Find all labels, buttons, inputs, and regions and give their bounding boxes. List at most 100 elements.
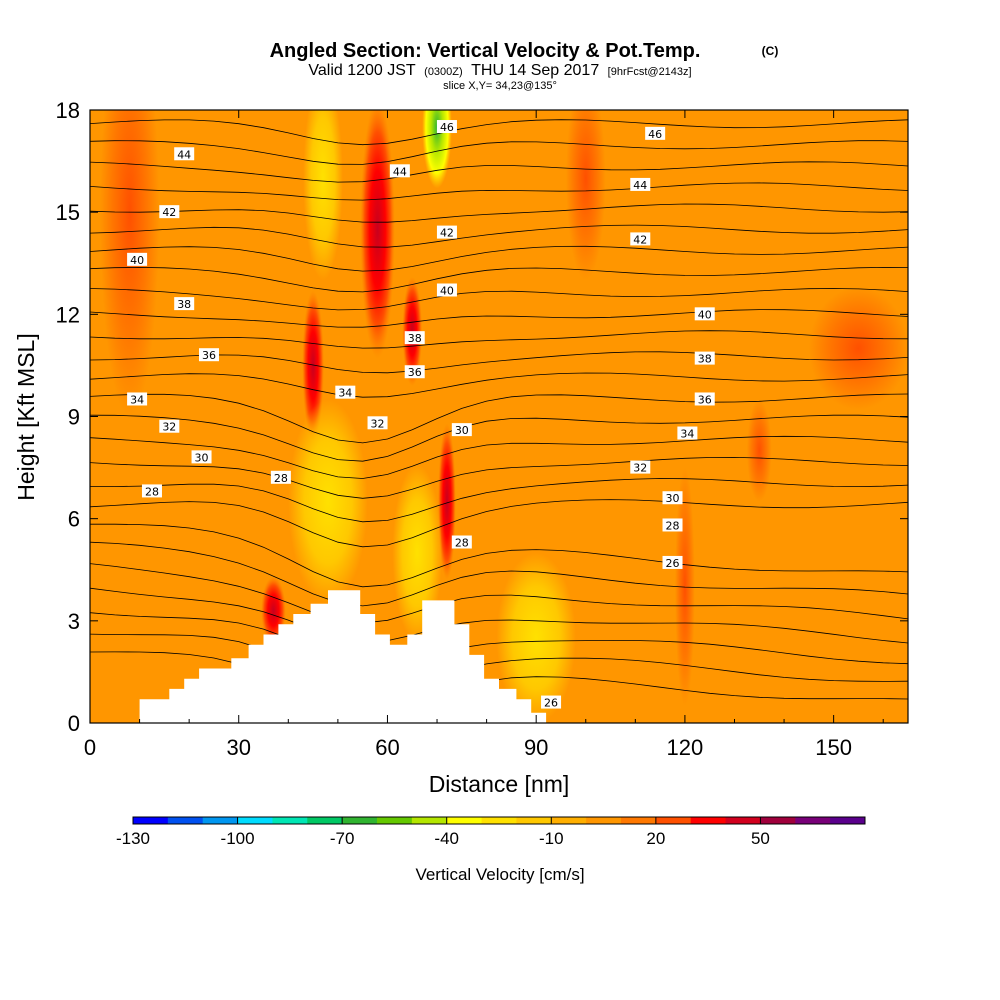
theta-contour-line (90, 563, 908, 624)
y-axis-label: Height [Kft MSL] (13, 333, 39, 500)
contour-label: 32 (367, 416, 388, 430)
contour-label: 46 (436, 120, 457, 134)
theta-contour-line (90, 140, 908, 165)
contour-label-text: 34 (130, 393, 144, 406)
y-tick-label: 12 (56, 302, 80, 327)
contour-label-bg (404, 365, 425, 379)
contour-label-text: 28 (455, 537, 469, 550)
contour-label-text: 36 (698, 393, 712, 406)
contour-label-bg (270, 470, 291, 484)
colorbar-swatch (760, 817, 796, 824)
y-tick-label: 9 (68, 405, 80, 430)
subtitle-utc: (0300Z) (424, 66, 463, 78)
colorbar-tick-label: -10 (539, 829, 564, 848)
colorbar-swatch (830, 817, 866, 824)
theta-contour-line (90, 612, 908, 666)
x-axis-label: Distance [nm] (429, 771, 570, 797)
x-tick-label: 0 (84, 735, 96, 760)
theta-contour-line (90, 203, 908, 223)
slice-label: slice X,Y= 34,23@135° (443, 80, 557, 92)
updraft-core-low (438, 423, 456, 580)
theta-contour-line (90, 456, 908, 499)
theta-contour-line (90, 633, 908, 690)
contour-labels: 44 42 40 38 36 34 32 30 28 28 34 32 44 46 42 40 38 36 30 28… (127, 120, 715, 710)
contour-label-bg (662, 555, 683, 569)
contour-label: 40 (127, 252, 148, 267)
enhanced-region-ne (565, 110, 606, 281)
colorbar-swatch (377, 817, 413, 824)
contour-label-text: 40 (130, 254, 144, 267)
contour-label: 26 (662, 555, 683, 570)
x-tick-label: 150 (815, 735, 852, 760)
contour-label-text: 32 (633, 462, 647, 475)
weak-region-mid (288, 399, 368, 604)
colorbar-swatch (481, 817, 517, 824)
theta-contour-line (90, 330, 908, 349)
contour-label-bg (662, 491, 683, 505)
theta-contour-line (90, 587, 908, 644)
contour-label-bg (630, 460, 651, 474)
contour-label-text: 28 (666, 519, 680, 532)
contour-label-text: 32 (162, 421, 176, 434)
contour-label-text: 28 (145, 485, 159, 498)
contour-label: 44 (630, 177, 651, 192)
contour-label: 34 (335, 385, 356, 400)
y-tick-label: 15 (56, 200, 80, 225)
contour-label-bg (630, 177, 651, 191)
chart-subtitle: Valid 1200 JST (0300Z) THU 14 Sep 2017 [… (308, 62, 691, 79)
contour-label-text: 38 (177, 298, 191, 311)
y-tick-label: 6 (68, 507, 80, 532)
contour-label-bg (694, 307, 715, 321)
contour-label: 26 (541, 695, 562, 710)
weak-region-upper (303, 110, 343, 281)
colorbar-swatch (272, 817, 308, 824)
contour-label: 42 (630, 232, 651, 246)
contour-label: 38 (404, 331, 425, 345)
contour-label: 44 (174, 147, 195, 161)
colorbar-swatch (342, 817, 378, 824)
colorbar-label: Vertical Velocity [cm/s] (415, 865, 584, 884)
contour-label-bg (436, 225, 457, 239)
contour-label-text: 40 (440, 284, 454, 297)
contour-label: 38 (174, 297, 195, 311)
theta-contour-line (90, 435, 908, 479)
contour-label-bg (367, 416, 388, 430)
theta-contour-line (90, 245, 908, 272)
terrain (139, 590, 547, 723)
contour-label-text: 46 (440, 121, 454, 134)
contour-label-bg (436, 120, 457, 134)
contour-label-bg (191, 450, 212, 464)
theta-contour-line (90, 182, 908, 201)
theta-contour-line (90, 119, 908, 146)
contour-label: 44 (389, 164, 410, 178)
contour-label-text: 34 (338, 387, 352, 400)
contour-label-text: 26 (544, 697, 558, 710)
contour-label-bg (662, 518, 683, 532)
contour-label: 42 (159, 205, 180, 219)
theta-contour-line (90, 478, 908, 523)
x-tick-label: 60 (375, 735, 399, 760)
contour-label-bg (127, 392, 148, 406)
contour-label-text: 34 (680, 428, 694, 441)
contour-label-text: 44 (177, 148, 191, 161)
contour-label: 28 (141, 484, 162, 498)
colorbar-swatch (133, 817, 169, 824)
contour-label-bg (436, 283, 457, 297)
theta-contour-line (90, 541, 908, 607)
contour-label-bg (335, 385, 356, 399)
contour-label: 30 (451, 423, 472, 437)
contour-label: 30 (191, 450, 212, 464)
contour-label: 40 (694, 307, 715, 321)
contour-label: 28 (451, 535, 472, 550)
theta-contour-line (90, 372, 908, 398)
theta-contours (90, 119, 908, 714)
subtitle-valid: Valid 1200 JST (308, 62, 416, 79)
colorbar-swatch (307, 817, 343, 824)
theta-contour-line (90, 499, 908, 548)
contour-label-bg (127, 252, 148, 266)
subtitle-date: THU 14 Sep 2017 (471, 62, 599, 79)
colorbar-tick-label: 20 (646, 829, 665, 848)
contour-label-text: 44 (393, 165, 407, 178)
subtitle-forecast: [9hrFcst@2143z] (608, 66, 692, 78)
